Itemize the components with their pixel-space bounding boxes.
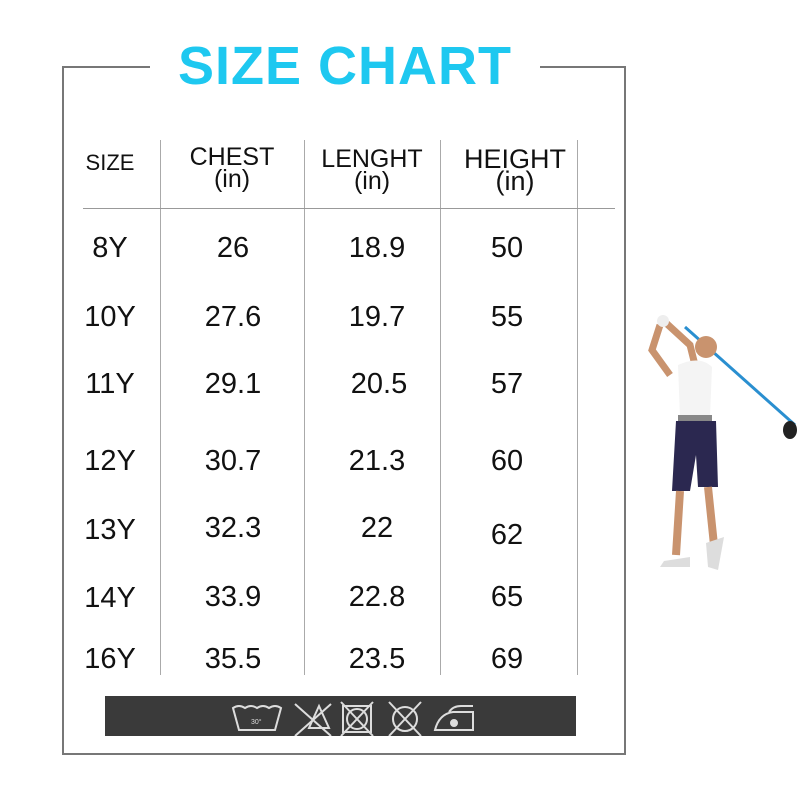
cell-height: 55 [490,301,524,333]
header-label: HEIGHT [463,144,566,174]
cell-size: 14Y [84,582,136,614]
cell-height: 65 [490,581,524,613]
header-divider [83,208,615,209]
no-dry-clean-icon [388,701,422,736]
cell-height: 60 [490,445,524,477]
cell-size: 11Y [85,368,135,400]
wash-30-icon: 30° [231,705,283,731]
header-unit: (in) [353,167,391,195]
cell-size: 12Y [84,445,136,477]
header-height: HEIGHT (in) [450,146,580,196]
no-tumble-dry-icon [340,701,374,736]
cell-size: 13Y [84,514,136,546]
cell-length: 18.9 [348,232,406,264]
cell-chest: 29.1 [204,368,262,400]
cell-chest: 26 [216,232,250,264]
header-label: LENGHT [321,145,423,173]
cell-size: 8Y [92,232,128,264]
chart-title: SIZE CHART [150,34,540,98]
cell-size: 10Y [84,301,136,333]
cell-chest: 27.6 [204,301,262,333]
header-label: SIZE [85,150,135,175]
header-unit: (in) [495,166,535,196]
cell-length: 22 [360,512,394,544]
column-divider [160,140,161,675]
column-divider [440,140,441,675]
cell-chest: 35.5 [204,643,262,675]
cell-length: 20.5 [350,368,408,400]
column-divider [304,140,305,675]
cell-length: 23.5 [348,643,406,675]
header-chest: CHEST (in) [172,143,292,193]
cell-chest: 32.3 [204,512,262,544]
cell-length: 22.8 [348,581,406,613]
cell-size: 16Y [84,643,136,675]
cell-height: 57 [490,368,524,400]
header-size: SIZE [80,152,140,174]
iron-low-icon [433,705,474,731]
cell-chest: 30.7 [204,445,262,477]
svg-text:30°: 30° [251,718,262,726]
header-label: CHEST [189,143,275,171]
header-unit: (in) [213,165,251,193]
golfer-illustration [648,315,797,570]
header-length: LENGHT (in) [312,145,432,195]
cell-height: 62 [490,519,524,551]
no-bleach-icon [294,703,332,736]
cell-height: 69 [490,643,524,675]
cell-length: 21.3 [348,445,406,477]
column-divider [577,140,578,675]
care-instructions-bar: 30° [105,696,576,736]
cell-length: 19.7 [348,301,406,333]
cell-height: 50 [490,232,524,264]
cell-chest: 33.9 [204,581,262,613]
